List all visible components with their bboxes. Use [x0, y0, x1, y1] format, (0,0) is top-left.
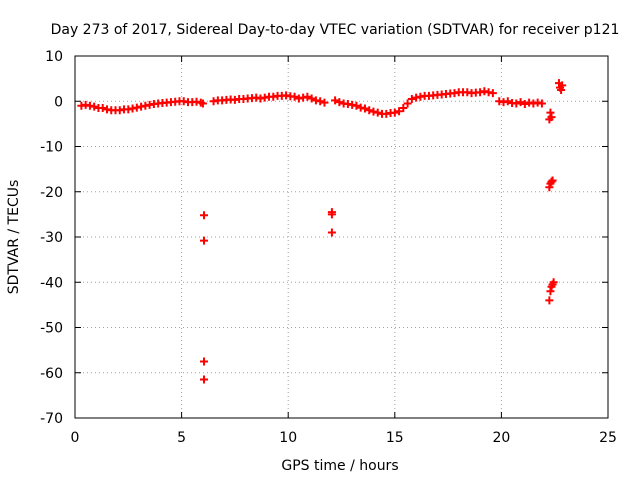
data-point: [399, 104, 408, 113]
axis-ticks: [74, 55, 609, 419]
data-point: [395, 107, 404, 116]
data-point: [516, 98, 525, 107]
x-tick-label: 10: [279, 430, 297, 446]
data-point: [546, 108, 555, 117]
data-point: [545, 296, 554, 305]
data-point: [90, 102, 99, 111]
data-point: [290, 92, 299, 101]
data-point: [360, 104, 369, 113]
data-point: [390, 108, 399, 117]
data-point: [327, 210, 336, 219]
y-tick-label: 0: [54, 94, 63, 110]
data-point: [352, 101, 361, 110]
y-axis-label: SDTVAR / TECUs: [6, 180, 22, 295]
y-tick-label: -10: [40, 140, 63, 156]
x-tick-label: 5: [177, 430, 186, 446]
y-tick-label: -20: [40, 185, 63, 201]
x-tick-label: 20: [492, 430, 510, 446]
data-point: [403, 99, 412, 108]
data-point: [558, 81, 567, 90]
data-point: [199, 236, 208, 245]
data-point: [512, 99, 521, 108]
x-tick-label: 15: [386, 430, 404, 446]
y-tick-label: -60: [40, 366, 63, 382]
data-point: [320, 98, 329, 107]
grid-lines: [75, 56, 608, 418]
chart-title: Day 273 of 2017, Sidereal Day-to-day VTE…: [51, 22, 620, 38]
data-point: [549, 278, 558, 287]
x-tick-label: 25: [599, 430, 617, 446]
data-point: [557, 85, 566, 94]
data-point: [198, 99, 207, 108]
data-point: [335, 98, 344, 107]
plot-frame: [74, 55, 609, 419]
data-point: [520, 99, 529, 108]
data-point: [548, 176, 557, 185]
x-axis-label: GPS time / hours: [281, 458, 398, 474]
data-point: [316, 97, 325, 106]
data-point: [547, 113, 556, 122]
data-point: [547, 177, 556, 186]
data-points: [77, 79, 567, 384]
data-point: [365, 106, 374, 115]
data-point: [488, 89, 497, 98]
y-tick-label: -40: [40, 275, 63, 291]
data-point: [373, 108, 382, 117]
data-point: [303, 92, 312, 101]
data-point: [503, 97, 512, 106]
data-point: [537, 99, 546, 108]
y-tick-label: 10: [45, 49, 63, 65]
y-tick-label: -30: [40, 230, 63, 246]
data-point: [98, 104, 107, 113]
data-point: [546, 287, 555, 296]
data-point: [199, 375, 208, 384]
data-point: [331, 96, 340, 105]
data-point: [407, 94, 416, 103]
tick-labels: 0 5 10 15 20 25 -70 -60 -50 -40 -30 -20 -10 0 10: [40, 49, 617, 446]
y-tick-label: -70: [40, 411, 63, 427]
data-point: [327, 228, 336, 237]
y-tick-label: -50: [40, 321, 63, 337]
data-point: [199, 357, 208, 366]
data-point: [307, 94, 316, 103]
data-point: [199, 211, 208, 220]
x-tick-label: 0: [71, 430, 80, 446]
